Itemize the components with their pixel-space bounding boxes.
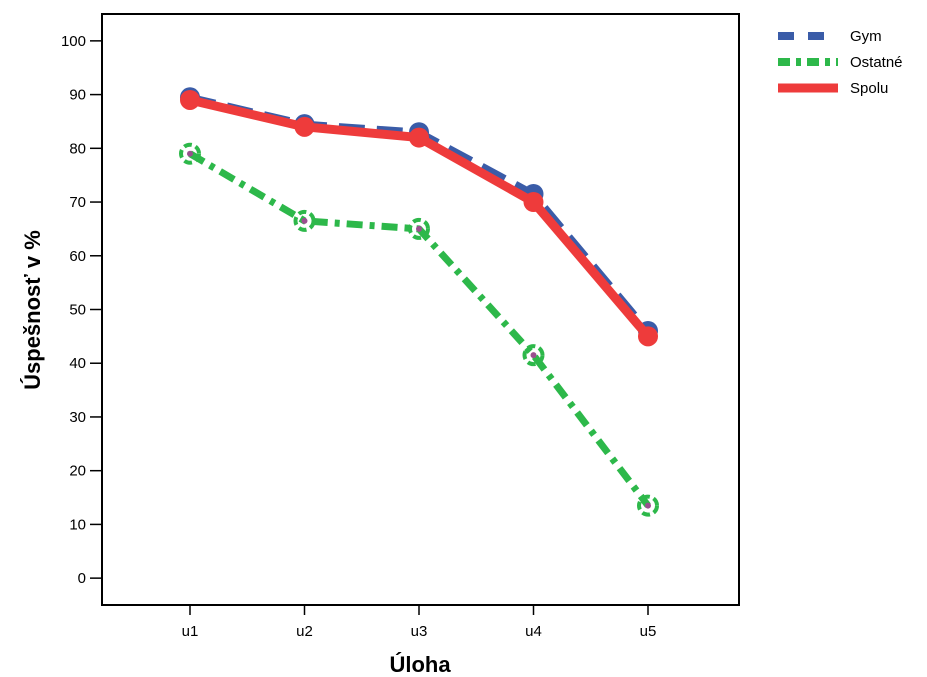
x-tick-label: u2 xyxy=(296,623,313,640)
series-point-core xyxy=(301,217,308,224)
series-point-core xyxy=(530,352,537,359)
x-tick-label: u1 xyxy=(182,623,199,640)
series-point xyxy=(638,326,658,347)
x-axis: u1 u2 u3 u4 u5 xyxy=(182,605,657,640)
series-point-core xyxy=(187,150,193,157)
legend-label: Gym xyxy=(850,28,882,45)
series-point xyxy=(180,89,200,110)
series-ostatné xyxy=(179,142,659,517)
series-point xyxy=(179,142,201,165)
x-tick-label: u5 xyxy=(640,623,657,640)
series-point-core xyxy=(416,225,422,232)
series-point xyxy=(409,127,429,148)
series-point xyxy=(408,217,430,240)
legend-label: Ostatné xyxy=(850,54,903,71)
y-axis-title: Úspešnosť v % xyxy=(20,230,45,390)
y-tick-label: 80 xyxy=(69,140,86,157)
y-tick-label: 20 xyxy=(69,463,86,480)
series-point xyxy=(294,116,315,137)
series-point xyxy=(637,494,659,517)
y-tick-label: 70 xyxy=(69,194,86,211)
legend-label: Spolu xyxy=(850,80,888,97)
series-point-core xyxy=(645,502,651,509)
y-tick-label: 90 xyxy=(69,87,86,104)
y-tick-label: 40 xyxy=(69,355,86,372)
y-tick-label: 0 xyxy=(78,570,86,587)
x-tick-label: u3 xyxy=(411,623,428,640)
series-spolu xyxy=(180,89,658,347)
series-point xyxy=(523,192,544,213)
x-axis-title: Úloha xyxy=(389,652,451,677)
y-tick-label: 50 xyxy=(69,302,86,319)
y-tick-label: 100 xyxy=(61,33,86,50)
y-tick-label: 10 xyxy=(69,516,86,533)
x-tick-label: u4 xyxy=(525,623,542,640)
y-axis: 0 10 20 30 40 50 60 70 80 90 100 xyxy=(61,33,102,587)
y-tick-label: 60 xyxy=(69,248,86,265)
series-point xyxy=(522,344,545,367)
y-tick-label: 30 xyxy=(69,409,86,426)
series-layer xyxy=(179,87,659,517)
legend: Gym Ostatné Spolu xyxy=(778,28,903,97)
series-point xyxy=(293,209,316,232)
